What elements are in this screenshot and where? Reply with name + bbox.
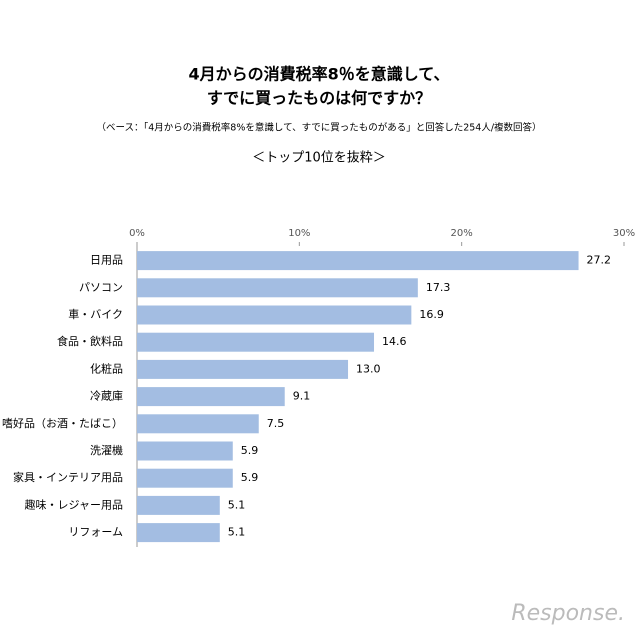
bar	[137, 441, 233, 461]
bar	[137, 414, 259, 434]
y-tick-label: 家具・インテリア用品	[13, 470, 123, 484]
value-label: 14.6	[382, 335, 407, 348]
bar	[137, 468, 233, 488]
x-tick-label: 20%	[451, 228, 473, 239]
y-tick-label: 嗜好品（お酒・たばこ）	[2, 416, 123, 430]
chart-title: すでに買ったものは何ですか？	[207, 89, 431, 108]
y-tick-label: 食品・飲料品	[57, 334, 123, 348]
bar	[137, 359, 349, 379]
y-tick-label: 日用品	[90, 254, 123, 267]
value-label: 16.9	[419, 308, 444, 321]
value-label: 9.1	[293, 390, 311, 403]
value-label: 27.2	[587, 254, 612, 267]
bar	[137, 332, 375, 352]
value-label: 5.9	[241, 444, 259, 457]
y-tick-label: 趣味・レジャー用品	[25, 497, 123, 511]
y-tick-label: 洗濯機	[90, 443, 123, 457]
value-label: 5.1	[228, 498, 246, 511]
bar	[137, 387, 285, 407]
y-tick-label: 車・バイク	[68, 307, 123, 321]
value-label: 7.5	[267, 417, 285, 430]
value-label: 17.3	[426, 281, 451, 294]
chart-note: ＜トップ10位を抜粋＞	[252, 150, 386, 166]
value-label: 5.1	[228, 526, 246, 539]
y-tick-label: パソコン	[79, 281, 123, 294]
value-label: 5.9	[241, 471, 259, 484]
value-label: 13.0	[356, 362, 381, 375]
y-tick-label: 化粧品	[90, 361, 123, 375]
chart-title: 4月からの消費税率8％を意識して、	[189, 65, 450, 84]
bar	[137, 278, 418, 298]
watermark: Response.	[511, 601, 625, 626]
bar	[137, 495, 220, 515]
x-tick-label: 0%	[129, 228, 145, 239]
bar	[137, 523, 220, 543]
bar	[137, 251, 579, 271]
y-tick-label: 冷蔵庫	[90, 389, 123, 403]
x-tick-label: 30%	[613, 228, 635, 239]
chart-subtitle: （ベース：「4月からの消費税率8%を意識して、すでに買ったものがある」と回答した…	[96, 122, 541, 134]
bar	[137, 305, 412, 325]
x-tick-label: 10%	[288, 228, 310, 239]
y-tick-label: リフォーム	[68, 526, 123, 539]
